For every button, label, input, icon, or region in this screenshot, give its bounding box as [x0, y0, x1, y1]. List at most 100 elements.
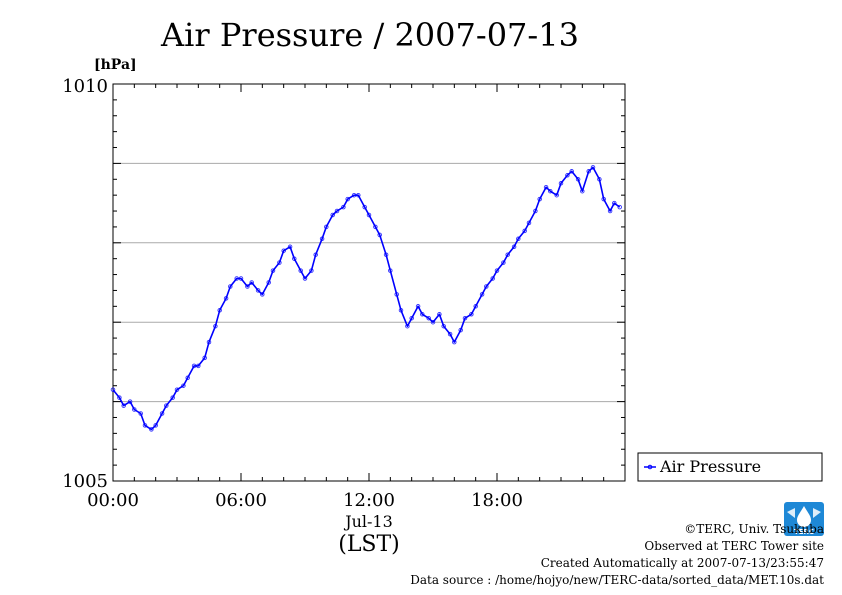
data-point-25 — [245, 284, 250, 289]
data-point-11 — [170, 395, 175, 400]
data-point-50 — [377, 232, 382, 238]
data-point-33 — [287, 244, 293, 250]
data-point-5 — [138, 411, 143, 416]
y-tick-label-top: 1010 — [62, 76, 108, 97]
data-point-83 — [554, 192, 559, 198]
data-point-37 — [309, 268, 314, 273]
y-axis-unit: [hPa] — [94, 57, 137, 73]
data-point-71 — [490, 276, 495, 281]
data-point-75 — [511, 244, 517, 250]
legend-box — [637, 452, 823, 482]
data-point-49 — [373, 224, 378, 230]
axis-ticks — [112, 83, 626, 482]
data-point-13 — [181, 383, 186, 388]
plot-frame — [112, 83, 626, 482]
data-point-54 — [398, 308, 404, 313]
data-point-70 — [484, 284, 489, 289]
data-point-12 — [174, 387, 180, 392]
data-point-35 — [298, 268, 303, 273]
data-point-46 — [356, 192, 361, 198]
legend: Air Pressure — [637, 452, 823, 482]
logo-text: TERC — [794, 528, 814, 536]
data-point-47 — [362, 204, 367, 210]
x-date-label: Jul-13 — [343, 512, 393, 531]
credit-created: Created Automatically at 2007-07-13/23:5… — [540, 556, 824, 570]
data-point-29 — [266, 280, 271, 285]
data-point-58 — [420, 312, 425, 317]
data-point-87 — [575, 177, 581, 182]
data-point-19 — [213, 323, 218, 329]
data-point-60 — [430, 319, 436, 325]
data-point-51 — [383, 252, 389, 257]
data-point-82 — [548, 188, 553, 194]
data-point-66 — [462, 315, 468, 321]
data-point-88 — [580, 188, 585, 194]
data-point-65 — [458, 327, 463, 333]
data-point-85 — [565, 173, 570, 178]
data-point-72 — [494, 268, 500, 273]
data-point-8 — [153, 423, 158, 428]
data-point-57 — [415, 304, 421, 309]
data-point-64 — [452, 339, 457, 345]
x-tick-label-0600: 06:00 — [215, 490, 267, 511]
data-point-22 — [228, 284, 233, 289]
data-point-38 — [313, 252, 318, 257]
data-point-40 — [324, 224, 329, 230]
data-point-52 — [388, 268, 393, 273]
data-point-94 — [612, 200, 617, 206]
y-tick-label-bottom: 1005 — [62, 471, 108, 492]
data-point-2 — [121, 403, 126, 408]
terc-logo: TERC — [784, 502, 824, 536]
data-point-27 — [255, 288, 261, 293]
data-point-3 — [127, 399, 133, 404]
data-point-23 — [234, 276, 239, 281]
legend-label-air-pressure: Air Pressure — [659, 457, 761, 476]
x-tick-label-1800: 18:00 — [471, 490, 523, 511]
credit-copyright: ©TERC, Univ. Tsukuba — [684, 522, 824, 536]
data-point-7 — [149, 427, 154, 432]
data-point-56 — [409, 315, 414, 321]
data-point-74 — [505, 252, 510, 257]
series-air-pressure — [110, 165, 622, 432]
data-point-79 — [533, 208, 538, 214]
data-point-89 — [586, 169, 591, 174]
data-point-36 — [302, 276, 308, 281]
x-tick-label-0000: 00:00 — [87, 490, 139, 511]
data-point-43 — [341, 204, 346, 210]
data-point-77 — [522, 228, 527, 234]
x-axis-label: (LST) — [338, 532, 400, 557]
data-point-0 — [110, 387, 116, 392]
gridlines — [113, 162, 625, 403]
data-point-17 — [202, 355, 207, 361]
data-point-92 — [601, 196, 606, 202]
data-point-10 — [164, 403, 169, 408]
credit-data-source: Data source : /home/hojyo/new/TERC-data/… — [410, 573, 824, 587]
data-point-53 — [394, 292, 399, 297]
data-point-26 — [249, 280, 254, 285]
data-point-30 — [270, 268, 276, 273]
data-point-1 — [117, 395, 122, 400]
data-point-62 — [441, 323, 446, 329]
data-point-16 — [196, 363, 201, 369]
data-point-34 — [292, 256, 297, 261]
data-point-41 — [330, 212, 335, 218]
data-point-4 — [132, 407, 137, 412]
data-point-67 — [469, 312, 474, 317]
data-point-78 — [526, 220, 532, 226]
data-point-80 — [537, 196, 542, 202]
data-point-24 — [238, 276, 244, 281]
data-point-69 — [479, 292, 485, 297]
data-point-39 — [319, 236, 325, 242]
data-point-6 — [142, 423, 148, 428]
data-point-44 — [345, 196, 350, 202]
data-point-68 — [473, 304, 478, 309]
data-point-48 — [366, 212, 372, 218]
data-point-9 — [159, 411, 165, 416]
data-point-14 — [185, 375, 190, 381]
chart-title: Air Pressure / 2007-07-13 — [160, 16, 579, 54]
x-tick-label-1200: 12:00 — [343, 490, 395, 511]
data-point-93 — [607, 208, 613, 214]
data-point-42 — [334, 208, 340, 214]
water-drop-icon — [797, 506, 811, 527]
